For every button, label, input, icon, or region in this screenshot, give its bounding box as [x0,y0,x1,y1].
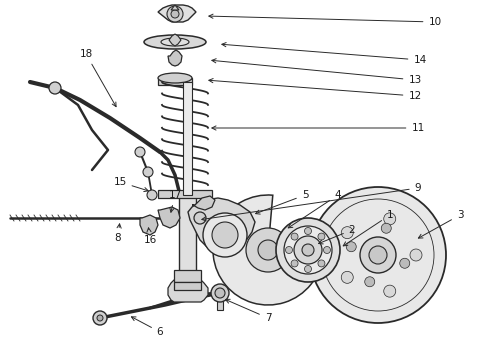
Text: 14: 14 [222,42,427,65]
Circle shape [369,246,387,264]
Circle shape [346,242,356,252]
Circle shape [302,244,314,256]
Circle shape [49,82,61,94]
Bar [174,282,201,290]
Circle shape [381,223,392,233]
Circle shape [365,277,375,287]
Circle shape [167,6,183,22]
Polygon shape [158,5,196,22]
Circle shape [323,247,330,253]
Circle shape [318,233,325,240]
Polygon shape [158,207,180,228]
Text: 12: 12 [209,78,421,101]
Circle shape [304,228,312,234]
Bar [183,82,192,195]
Text: 16: 16 [144,228,157,245]
Circle shape [258,240,278,260]
Circle shape [341,227,353,239]
Polygon shape [188,198,255,255]
Circle shape [400,258,410,268]
Bar [179,195,196,285]
Circle shape [291,233,298,240]
Circle shape [341,271,353,283]
Circle shape [246,228,290,272]
Ellipse shape [158,73,192,83]
Text: 4: 4 [288,190,342,228]
Wedge shape [213,195,323,305]
Circle shape [203,213,247,257]
Polygon shape [168,280,208,302]
Bar [158,78,192,85]
Circle shape [360,237,396,273]
Circle shape [215,288,225,298]
Circle shape [318,260,325,267]
Polygon shape [169,34,181,46]
Circle shape [171,10,179,18]
Circle shape [291,260,298,267]
Circle shape [384,285,396,297]
Text: 1: 1 [343,210,393,246]
Circle shape [212,222,238,248]
Bar [158,190,212,198]
Circle shape [410,249,422,261]
Text: 15: 15 [113,177,148,192]
Circle shape [97,315,103,321]
Circle shape [276,218,340,282]
Circle shape [294,236,322,264]
Circle shape [135,147,145,157]
Circle shape [211,284,229,302]
Ellipse shape [144,35,206,49]
Polygon shape [171,5,179,10]
Circle shape [194,212,206,224]
Text: 6: 6 [131,317,163,337]
Circle shape [286,247,293,253]
Bar [217,295,223,310]
Text: 8: 8 [115,224,122,243]
Bar [174,270,201,282]
Polygon shape [192,196,215,210]
Text: 18: 18 [79,49,116,107]
Text: 2: 2 [318,225,355,244]
Circle shape [147,190,157,200]
Circle shape [284,226,332,274]
Circle shape [304,266,312,273]
Text: 7: 7 [225,299,271,323]
Circle shape [384,213,396,225]
Circle shape [310,187,446,323]
Text: 13: 13 [212,59,421,85]
Text: 5: 5 [256,190,308,214]
Circle shape [93,311,107,325]
Polygon shape [168,50,182,66]
Text: 3: 3 [418,210,464,238]
Ellipse shape [161,38,189,46]
Circle shape [143,167,153,177]
Text: 10: 10 [209,14,441,27]
Polygon shape [140,215,158,235]
Text: 11: 11 [212,123,425,133]
Text: 9: 9 [202,183,421,221]
Text: 17: 17 [169,190,182,212]
